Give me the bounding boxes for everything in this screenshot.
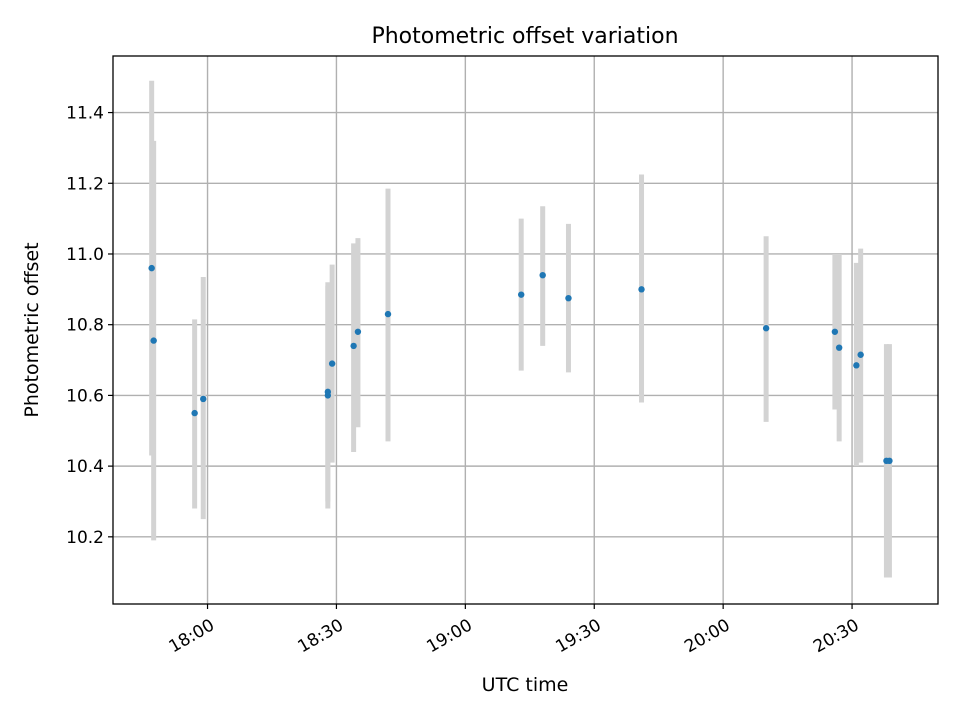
data-point [539,272,546,279]
y-tick-label: 10.6 [66,386,104,406]
data-point-layer [148,264,893,465]
y-tick-label: 10.8 [66,316,104,336]
data-point [853,362,860,369]
data-point [638,286,645,293]
data-point [350,342,357,350]
y-tick-label: 10.4 [66,457,104,477]
data-point [148,264,155,272]
data-point [565,294,572,302]
data-point [518,291,525,298]
data-point [831,328,839,335]
x-axis-label: UTC time [482,674,569,696]
chart-title: Photometric offset variation [371,24,678,49]
y-tick-label: 11.0 [66,245,104,265]
data-point [191,409,198,417]
data-point [384,310,392,318]
data-point [328,360,336,367]
data-point [886,457,893,465]
y-axis-label: Photometric offset [21,242,43,417]
y-tick-label: 11.4 [66,104,104,124]
y-tick-label: 10.2 [66,528,104,548]
data-point [762,325,770,332]
data-point [354,328,362,335]
y-tick-label: 11.2 [66,174,104,194]
plot-frame [112,55,939,605]
data-point [200,395,207,403]
grid-layer [113,56,938,604]
y-axis-ticks: 10.2 10.4 10.6 10.8 11.0 11.2 11.4 [66,104,113,548]
data-point [324,388,332,396]
data-point [150,337,157,344]
data-point [857,351,864,358]
data-point [835,344,843,351]
